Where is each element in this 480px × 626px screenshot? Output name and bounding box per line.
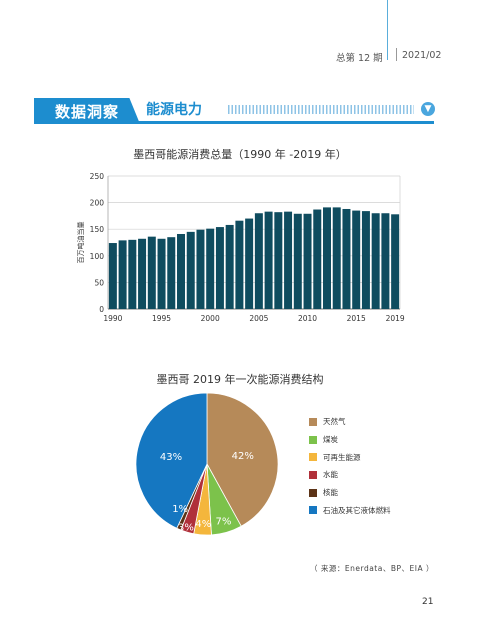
bar (361, 211, 370, 309)
legend-item: 天然气 (309, 413, 391, 431)
y-tick-label: 200 (90, 199, 105, 208)
legend-label: 核能 (323, 488, 338, 498)
x-tick-label: 2005 (249, 314, 268, 323)
pie-data-label: 4% (195, 519, 211, 530)
legend-label: 煤炭 (323, 435, 338, 445)
bar (391, 214, 400, 309)
y-tick-label: 250 (90, 172, 105, 181)
legend-item: 核能 (309, 484, 391, 502)
bar (118, 240, 127, 309)
pie-slice (135, 392, 208, 529)
pie-data-label: 1% (172, 504, 188, 515)
bar (167, 237, 176, 309)
page-number: 21 (422, 597, 434, 607)
pie-data-label: 42% (232, 451, 254, 462)
legend-item: 煤炭 (309, 431, 391, 449)
bar (196, 229, 205, 309)
bar (108, 243, 117, 309)
legend-item: 可再生能源 (309, 448, 391, 466)
bar (323, 207, 331, 309)
legend-item: 石油及其它液体燃料 (309, 501, 391, 519)
bar (245, 218, 254, 309)
y-tick-label: 50 (94, 278, 104, 287)
bar-chart-title: 墨西哥能源消费总量（1990 年 -2019 年） (133, 148, 347, 161)
legend-swatch (309, 488, 317, 497)
legend-swatch (309, 470, 317, 479)
header-separator (396, 48, 397, 61)
x-tick-label: 1995 (152, 314, 171, 323)
bar (313, 209, 322, 309)
bar (147, 236, 156, 309)
legend-swatch (309, 453, 317, 462)
pie-data-label: 43% (160, 452, 182, 463)
chevron-down-icon: ▼ (421, 102, 435, 116)
pie-chart: 42% 7% 4%3% 1% 43% (135, 392, 279, 536)
section-banner: 数据洞察 (34, 98, 140, 124)
legend-swatch (309, 506, 317, 515)
pie-slice (206, 392, 279, 527)
bar (254, 213, 263, 309)
pie-data-label: 3% (178, 523, 194, 534)
bar (215, 227, 224, 309)
legend-swatch (309, 417, 317, 426)
pie-legend: 天然气煤炭可再生能源水能核能石油及其它液体燃料 (309, 413, 391, 519)
legend-label: 水能 (323, 470, 338, 480)
decorative-stripes (228, 105, 414, 114)
legend-label: 可再生能源 (323, 452, 361, 462)
bar (225, 224, 234, 309)
bar (206, 228, 215, 309)
bar (157, 238, 166, 309)
section-underline (34, 121, 434, 124)
bar (186, 231, 195, 309)
bar (381, 213, 390, 309)
bar-chart: 0 50 100 150 200 250 1990 1995 2000 2005 2010 2015 2… (76, 172, 405, 323)
bar (264, 211, 273, 309)
y-tick-label: 0 (99, 305, 104, 314)
bar (274, 212, 283, 309)
header-rule (387, 0, 388, 60)
bar (371, 213, 380, 309)
x-tick-label: 1990 (103, 314, 122, 323)
x-tick-label: 2010 (298, 314, 317, 323)
legend-item: 水能 (309, 466, 391, 484)
bar (352, 210, 361, 309)
bar (235, 220, 244, 309)
x-tick-label: 2000 (201, 314, 220, 323)
pie-data-label: 7% (216, 517, 232, 528)
section-label: 数据洞察 (54, 102, 119, 121)
source-note: （ 来源：Enerdata、BP、EIA ） (310, 564, 434, 573)
bar (284, 211, 293, 309)
y-axis-label: 百万吨油当量 (76, 222, 85, 264)
y-tick-label: 100 (90, 252, 105, 261)
y-tick-label: 150 (90, 225, 105, 234)
issue-number: 总第 12 期 (336, 53, 383, 64)
legend-label: 天然气 (323, 417, 346, 427)
subsection-title: 能源电力 (146, 102, 202, 118)
legend-label: 石油及其它液体燃料 (323, 505, 391, 515)
bar (332, 207, 341, 309)
bar (342, 208, 351, 309)
bar (293, 213, 302, 309)
x-tick-label: 2015 (347, 314, 366, 323)
bar (138, 238, 147, 309)
bar (128, 239, 137, 309)
bar (177, 233, 185, 309)
legend-swatch (309, 435, 317, 444)
issue-date: 2021/02 (402, 50, 442, 61)
bar (303, 213, 312, 309)
x-tick-label: 2019 (386, 314, 405, 323)
pie-chart-title: 墨西哥 2019 年一次能源消费结构 (156, 373, 324, 386)
